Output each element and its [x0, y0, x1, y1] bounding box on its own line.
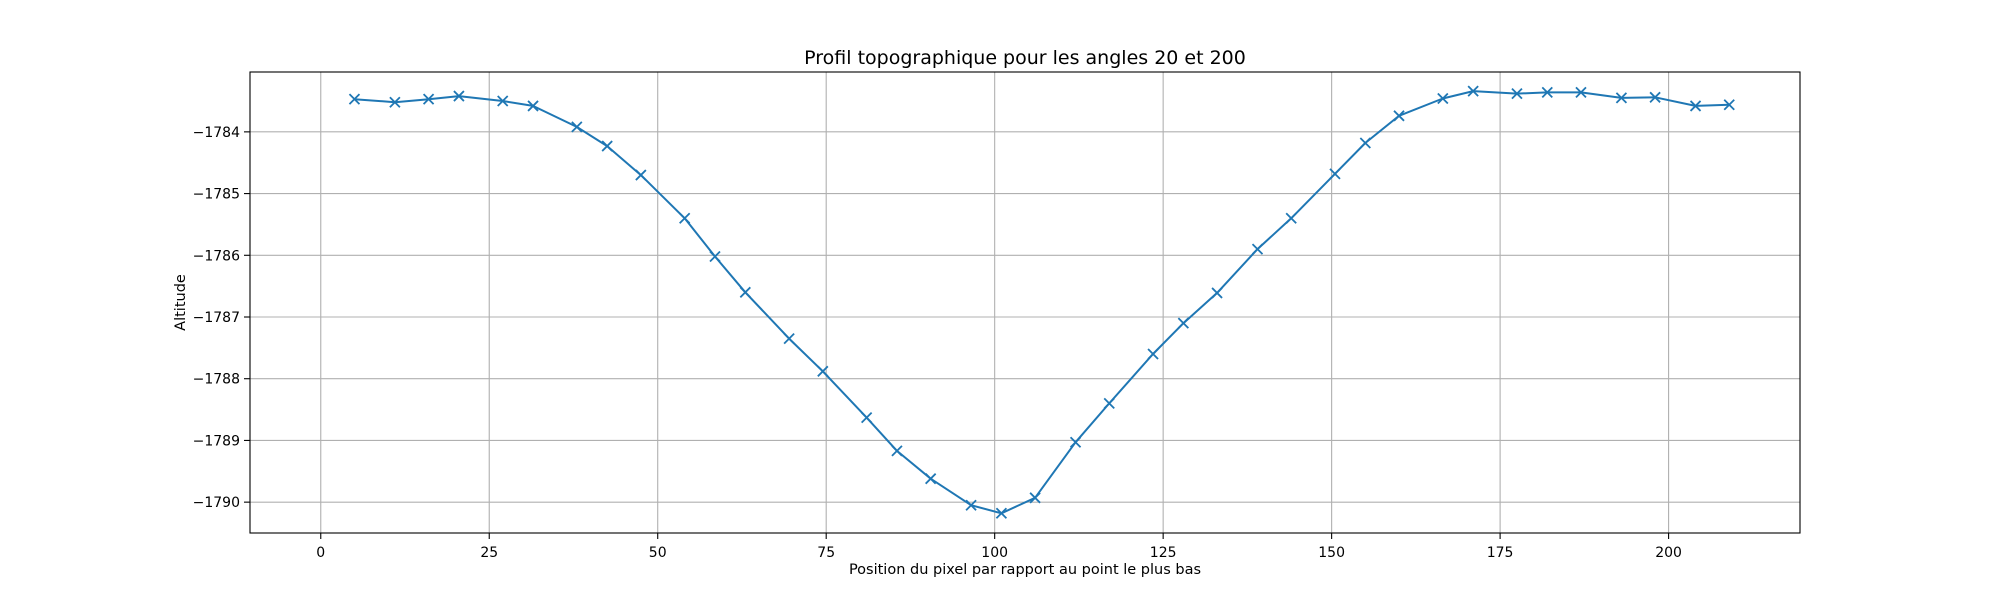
data-point-marker	[1541, 86, 1553, 99]
x-tick-label: 0	[316, 545, 325, 561]
data-point-marker	[1029, 492, 1041, 504]
x-tick-label: 150	[1318, 545, 1345, 561]
data-point-marker	[1723, 99, 1735, 111]
data-point-marker	[1467, 85, 1479, 97]
data-point-marker	[1649, 91, 1661, 103]
y-tick-label: −1790	[193, 495, 240, 511]
data-point-marker	[1329, 168, 1341, 180]
y-tick-label: −1787	[193, 310, 240, 326]
data-point-marker	[965, 499, 977, 511]
data-point-marker	[995, 507, 1008, 519]
x-tick-label: 200	[1655, 545, 1682, 561]
data-point-marker	[1575, 86, 1587, 99]
data-point-marker	[1211, 287, 1223, 299]
data-point-marker	[1147, 348, 1159, 360]
data-point-marker	[1511, 87, 1523, 100]
data-point-marker	[527, 100, 539, 112]
data-point-marker	[1177, 317, 1190, 329]
x-tick-label: 175	[1487, 545, 1514, 561]
chart-title: Profil topographique pour les angles 20 …	[804, 47, 1246, 69]
data-point-marker	[1285, 212, 1297, 224]
data-point-marker	[1393, 110, 1405, 122]
x-tick-label: 50	[649, 545, 667, 561]
data-point-marker	[739, 286, 751, 298]
y-tick-label: −1784	[193, 125, 240, 141]
data-point-marker	[1359, 137, 1371, 149]
data-point-marker	[389, 96, 401, 108]
grid-lines	[250, 72, 1800, 533]
y-tick-label: −1789	[193, 433, 240, 449]
x-tick-label: 25	[480, 545, 498, 561]
y-tick-label: −1788	[193, 372, 240, 388]
data-point-marker	[1069, 436, 1082, 448]
x-tick-label: 125	[1150, 545, 1177, 561]
data-point-marker	[1103, 397, 1115, 410]
data-point-marker	[348, 93, 361, 105]
data-point-marker	[601, 140, 613, 152]
data-point-marker	[1437, 92, 1449, 105]
y-axis-label: Altitude	[173, 274, 189, 331]
data-point-marker	[1615, 92, 1628, 104]
series-profil	[348, 85, 1735, 519]
y-axis-ticks: −1790 −1789 −1788 −1787 −1786 −1785 −1784	[193, 125, 250, 511]
data-point-marker	[925, 473, 937, 485]
data-point-marker	[497, 95, 509, 107]
y-tick-label: −1786	[193, 248, 240, 264]
data-point-marker	[453, 90, 465, 102]
x-axis-ticks: 0 25 50 75 100 125 150 175 200	[316, 533, 1682, 561]
data-point-marker	[817, 365, 829, 377]
data-point-marker	[679, 212, 691, 224]
plot-frame	[249, 71, 1801, 534]
data-point-marker	[783, 332, 795, 345]
x-axis-label: Position du pixel par rapport au point l…	[849, 562, 1201, 578]
x-tick-label: 75	[817, 545, 835, 561]
data-point-marker	[860, 411, 873, 424]
data-point-marker	[571, 121, 583, 133]
data-point-marker	[635, 169, 647, 181]
data-point-marker	[422, 93, 435, 105]
data-point-marker	[1251, 243, 1264, 255]
y-tick-label: −1785	[193, 187, 240, 203]
data-point-marker	[1689, 100, 1702, 112]
data-point-marker	[709, 250, 721, 263]
data-point-marker	[891, 445, 903, 457]
x-tick-label: 100	[981, 545, 1008, 561]
series-line	[354, 90, 1730, 515]
